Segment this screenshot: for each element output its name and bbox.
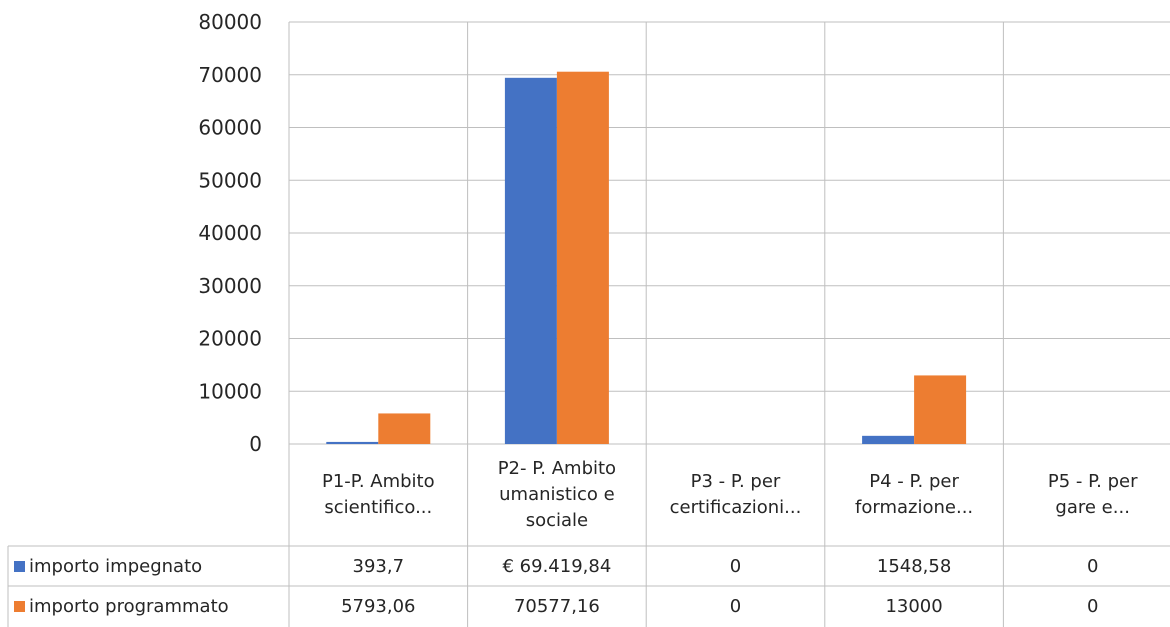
category-label-line: sociale [525,510,589,531]
bar-importo-impegnato-1 [326,441,379,444]
data-value-cell: 5793,06 [341,596,416,617]
legend-swatch [14,560,25,572]
category-label-line: umanistico e [499,484,615,505]
y-tick-label: 80000 [198,10,262,34]
bar-importo-programmato-4 [914,375,967,444]
bar-importo-programmato-2 [556,71,609,445]
y-tick-label: 10000 [198,379,262,403]
category-label-line: certificazioni... [669,497,802,518]
data-value-cell: 0 [1086,596,1099,617]
category-label: P3 - P. per certificazioni... [646,444,825,546]
legend-label: importo impegnato [29,555,203,577]
bar-importo-impegnato-4 [862,435,915,444]
category-label: P2- P. Ambito umanistico e sociale [468,444,647,546]
category-label-line: P5 - P. per [1047,471,1138,492]
data-value-cell: 0 [729,596,742,617]
data-value-cell: 0 [729,555,742,577]
category-label: P1-P. Ambito scientifico... [289,444,468,546]
y-tick-label: 40000 [198,221,262,245]
legend-label: importo programmato [29,596,229,617]
category-label-line: P1-P. Ambito [321,471,435,492]
y-tick-label: 50000 [198,168,262,192]
data-value-cell: 0 [1086,555,1099,577]
data-value-cell: € 69.419,84 [502,555,612,577]
category-label-line: P3 - P. per [690,471,781,492]
category-label-line: P4 - P. per [869,471,959,492]
legend-entry: importo programmato [8,586,289,627]
y-tick-label: 30000 [198,274,262,298]
legend-entry: importo impegnato [8,546,289,586]
category-label-line: formazione... [855,497,974,518]
data-value-cell: 393,7 [352,555,405,577]
y-tick-label: 70000 [198,63,262,87]
category-label: P4 - P. per formazione... [825,444,1004,546]
bar-importo-programmato-1 [378,413,431,444]
y-tick-label: 60000 [198,116,262,140]
bar-importo-impegnato-2 [504,77,557,445]
data-value-cell: 70577,16 [513,596,600,617]
category-label-line: scientifico... [324,497,433,518]
category-label-line: gare e... [1055,497,1130,518]
y-tick-label: 0 [249,432,262,456]
legend-swatch [14,601,25,612]
data-value-cell: 13000 [885,596,943,617]
data-value-cell: 1548,58 [876,555,952,577]
category-label-line: P2- P. Ambito [497,458,617,479]
category-label: P5 - P. per gare e... [1003,444,1170,546]
y-tick-label: 20000 [198,327,262,351]
